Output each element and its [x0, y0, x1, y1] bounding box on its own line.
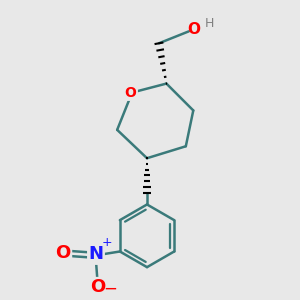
Text: O: O	[125, 85, 136, 100]
Text: −: −	[103, 280, 117, 298]
Text: N: N	[88, 245, 104, 263]
Text: O: O	[188, 22, 201, 38]
Text: O: O	[90, 278, 105, 296]
Text: O: O	[56, 244, 71, 262]
Text: H: H	[204, 17, 214, 30]
Text: +: +	[101, 236, 112, 249]
